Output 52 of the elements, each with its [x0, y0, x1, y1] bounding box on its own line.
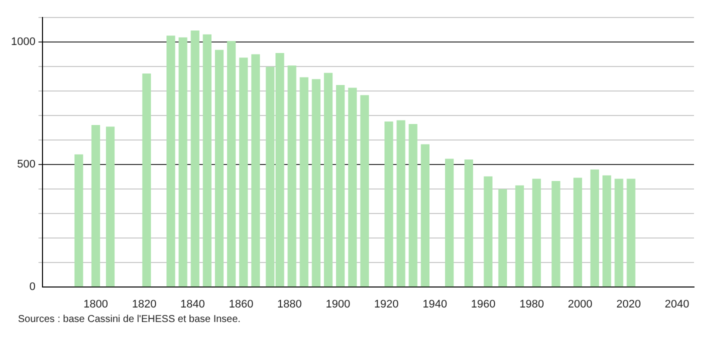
bar: [239, 58, 248, 287]
bar: [408, 124, 418, 287]
bar: [464, 159, 474, 287]
bar: [626, 178, 636, 287]
bar: [91, 124, 100, 287]
x-tick-label: 1840: [180, 298, 205, 310]
bar: [602, 175, 612, 287]
bar: [178, 37, 188, 287]
bar: [202, 34, 212, 287]
bar: [498, 189, 507, 287]
bar: [515, 185, 524, 287]
source-note: Sources : base Cassini de l'EHESS et base Insee.: [18, 314, 242, 325]
bar: [484, 176, 492, 287]
bar: [190, 30, 200, 287]
bar: [445, 158, 454, 287]
x-tick-label: 1880: [277, 298, 302, 310]
y-tick-label: 500: [17, 158, 36, 170]
x-tick-label: 1920: [374, 298, 399, 310]
bar: [420, 144, 430, 287]
x-tick-label: 1900: [326, 298, 350, 310]
y-tick-label: 1000: [10, 36, 36, 48]
bar: [166, 36, 176, 287]
x-tick-label: 1940: [422, 298, 448, 310]
x-tick-label: 1980: [519, 298, 544, 310]
bar: [251, 54, 260, 287]
bar: [300, 77, 308, 287]
x-tick-label: 2040: [664, 298, 690, 310]
x-tick-label: 1800: [84, 298, 108, 310]
bar: [74, 154, 84, 287]
x-tick-label: 2020: [616, 298, 641, 310]
bar: [396, 120, 406, 287]
bar: [348, 88, 357, 287]
bar: [614, 178, 624, 287]
bar: [288, 65, 296, 287]
bar: [573, 178, 582, 287]
bar: [360, 95, 369, 287]
bar: [227, 41, 236, 287]
y-tick-label: 0: [29, 280, 36, 293]
x-tick-label: 2000: [568, 298, 592, 310]
bar: [384, 122, 394, 287]
x-tick-label: 1960: [471, 298, 496, 310]
bar: [312, 79, 320, 287]
x-tick-label: 1820: [132, 298, 156, 310]
bar: [552, 180, 560, 287]
bar: [142, 74, 151, 287]
bar: [214, 50, 224, 287]
bar: [532, 178, 541, 287]
bar: [590, 169, 600, 287]
x-tick-label: 1860: [228, 298, 254, 310]
bar: [106, 126, 115, 287]
bar: [324, 72, 333, 287]
bar: [336, 85, 345, 287]
